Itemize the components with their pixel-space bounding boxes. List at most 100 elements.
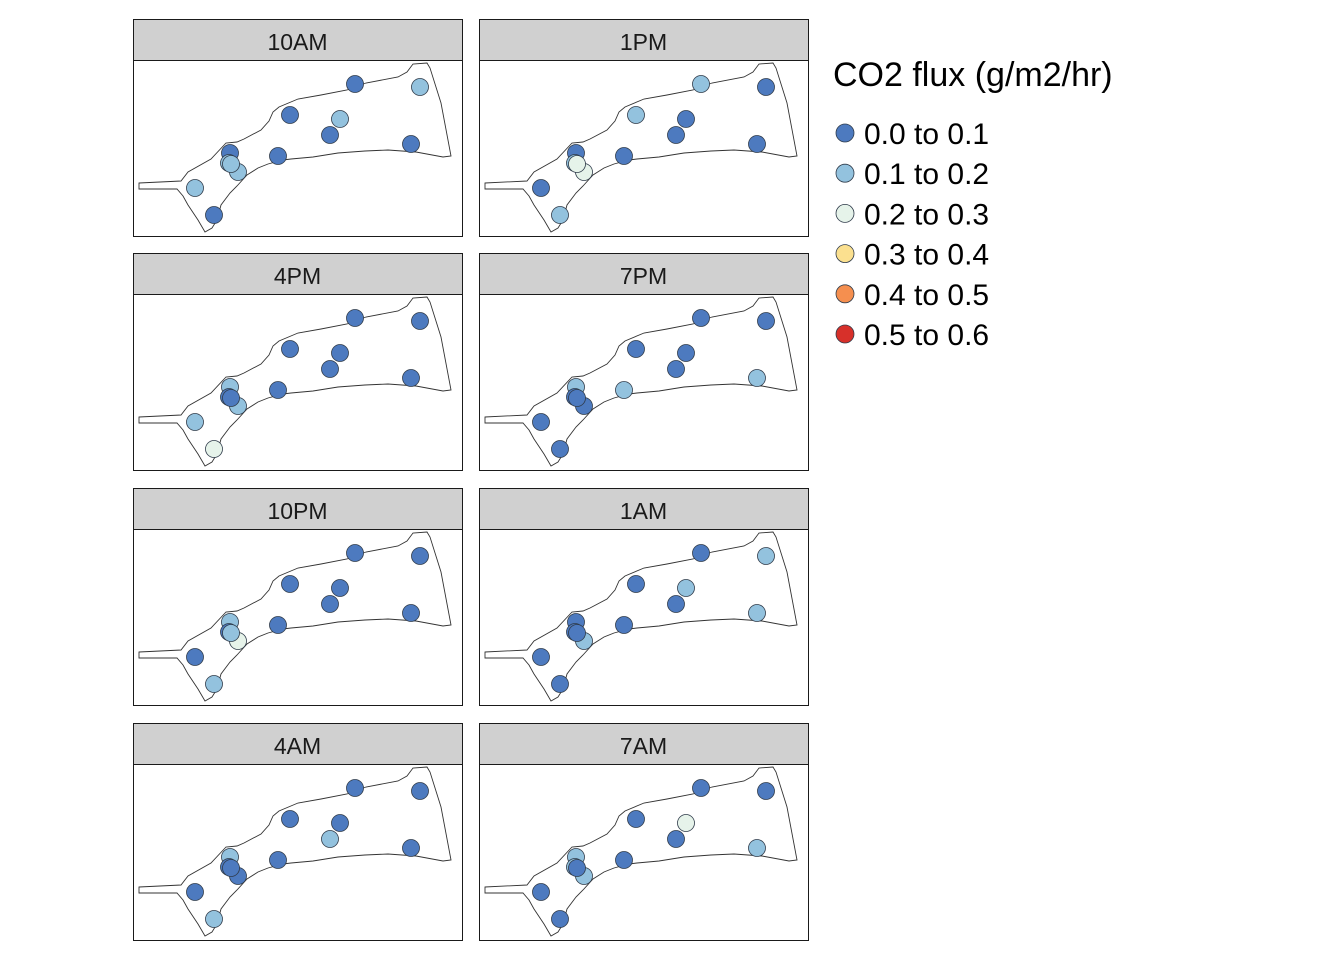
sample-point — [222, 859, 240, 877]
legend-swatch — [835, 284, 855, 304]
river-outline — [484, 531, 798, 702]
panel-title: 7AM — [620, 733, 667, 759]
sample-point — [205, 675, 223, 693]
panel-title: 10PM — [267, 498, 327, 524]
sample-point — [627, 810, 645, 828]
sample-point — [269, 851, 287, 869]
sample-point — [757, 547, 775, 565]
sample-points — [186, 779, 429, 928]
sample-point — [281, 340, 299, 358]
sample-point — [748, 604, 766, 622]
sample-point — [748, 369, 766, 387]
sample-point — [411, 782, 429, 800]
sample-point — [677, 110, 695, 128]
sample-points — [532, 75, 775, 224]
map-panel: 7PM — [479, 253, 809, 471]
river-outline — [138, 296, 452, 467]
sample-point — [186, 648, 204, 666]
sample-point — [205, 206, 223, 224]
sample-point — [568, 389, 586, 407]
legend-label: 0.3 to 0.4 — [864, 239, 989, 272]
legend-label: 0.2 to 0.3 — [864, 198, 989, 231]
sample-point — [551, 440, 569, 458]
map-panel: 10AM — [133, 19, 463, 237]
sample-point — [615, 381, 633, 399]
map-panel: 10PM — [133, 488, 463, 706]
sample-point — [205, 910, 223, 928]
sample-points — [532, 779, 775, 928]
legend-title: CO2 flux (g/m2/hr) — [833, 56, 1113, 94]
sample-point — [186, 883, 204, 901]
legend-swatch — [835, 163, 855, 183]
legend-swatch — [835, 324, 855, 344]
sample-point — [222, 389, 240, 407]
sample-point — [321, 830, 339, 848]
sample-point — [627, 106, 645, 124]
sample-point — [748, 135, 766, 153]
river-outline — [484, 766, 798, 937]
sample-point — [411, 78, 429, 96]
legend-item: 0.2 to 0.3 — [835, 198, 989, 231]
sample-point — [402, 369, 420, 387]
sample-point — [321, 126, 339, 144]
sample-point — [568, 624, 586, 642]
panel-title: 4AM — [274, 733, 321, 759]
map-panel: 1PM — [479, 19, 809, 237]
panel-title: 1PM — [620, 29, 667, 55]
legend-label: 0.0 to 0.1 — [864, 118, 989, 151]
river-outline — [138, 62, 452, 233]
legend-item: 0.3 to 0.4 — [835, 239, 989, 272]
legend-swatch — [835, 123, 855, 143]
map-panel: 1AM — [479, 488, 809, 706]
sample-points — [186, 544, 429, 693]
river-outline — [484, 296, 798, 467]
sample-point — [532, 413, 550, 431]
sample-point — [411, 547, 429, 565]
sample-point — [757, 312, 775, 330]
sample-point — [402, 604, 420, 622]
sample-point — [532, 648, 550, 666]
sample-point — [402, 135, 420, 153]
panel-strip — [479, 253, 809, 295]
sample-point — [615, 616, 633, 634]
sample-point — [667, 126, 685, 144]
sample-point — [269, 147, 287, 165]
sample-point — [411, 312, 429, 330]
panel-strip — [133, 19, 463, 61]
sample-point — [692, 309, 710, 327]
panel-title: 1AM — [620, 498, 667, 524]
sample-point — [551, 675, 569, 693]
river-outline — [138, 531, 452, 702]
panel-strip — [479, 723, 809, 765]
sample-point — [331, 344, 349, 362]
sample-point — [269, 616, 287, 634]
sample-point — [667, 360, 685, 378]
sample-point — [748, 839, 766, 857]
panel-title: 10AM — [267, 29, 327, 55]
map-panel: 4PM — [133, 253, 463, 471]
legend-swatch — [835, 244, 855, 264]
sample-points — [186, 309, 429, 458]
map-panel: 7AM — [479, 723, 809, 941]
legend-label: 0.1 to 0.2 — [864, 158, 989, 191]
sample-point — [692, 544, 710, 562]
panel-strip — [133, 253, 463, 295]
sample-point — [568, 155, 586, 173]
sample-point — [186, 413, 204, 431]
sample-point — [757, 782, 775, 800]
legend-item: 0.1 to 0.2 — [835, 158, 989, 191]
sample-point — [627, 575, 645, 593]
sample-point — [677, 814, 695, 832]
sample-point — [346, 779, 364, 797]
sample-point — [551, 910, 569, 928]
panel-strip — [479, 488, 809, 530]
legend-item: 0.0 to 0.1 — [835, 118, 989, 151]
sample-point — [551, 206, 569, 224]
sample-point — [281, 810, 299, 828]
sample-point — [346, 75, 364, 93]
sample-point — [402, 839, 420, 857]
panel-strip — [479, 19, 809, 61]
sample-point — [222, 624, 240, 642]
panel-title: 7PM — [620, 263, 667, 289]
